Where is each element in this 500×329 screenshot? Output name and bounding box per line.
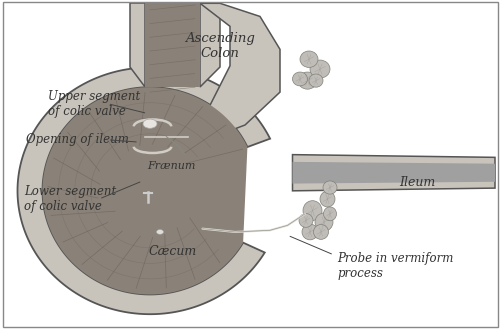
- Ellipse shape: [315, 213, 333, 231]
- Text: Frænum: Frænum: [148, 161, 196, 171]
- Text: Cæcum: Cæcum: [148, 245, 196, 258]
- Polygon shape: [200, 3, 220, 87]
- Polygon shape: [42, 87, 248, 294]
- Ellipse shape: [300, 51, 318, 67]
- Ellipse shape: [324, 207, 336, 221]
- Text: Lower segment
of colic valve: Lower segment of colic valve: [24, 185, 116, 213]
- Text: Ascending
Colon: Ascending Colon: [185, 32, 255, 60]
- Ellipse shape: [302, 224, 318, 240]
- Polygon shape: [292, 162, 495, 184]
- Circle shape: [143, 119, 157, 128]
- Circle shape: [156, 230, 164, 234]
- Polygon shape: [145, 3, 200, 87]
- Ellipse shape: [298, 72, 317, 89]
- Text: Opening of ileum: Opening of ileum: [26, 133, 130, 146]
- Text: Upper segment
of colic valve: Upper segment of colic valve: [48, 89, 140, 118]
- Polygon shape: [292, 155, 495, 191]
- Ellipse shape: [299, 214, 313, 227]
- Polygon shape: [130, 3, 145, 87]
- Text: Probe in vermiform
process: Probe in vermiform process: [338, 252, 454, 281]
- Text: Ileum: Ileum: [400, 176, 436, 189]
- Ellipse shape: [323, 181, 337, 194]
- Ellipse shape: [303, 201, 322, 220]
- Ellipse shape: [320, 191, 335, 207]
- Ellipse shape: [292, 72, 308, 86]
- Polygon shape: [18, 67, 270, 314]
- Polygon shape: [190, 3, 280, 138]
- Ellipse shape: [309, 74, 323, 87]
- Ellipse shape: [314, 224, 328, 240]
- Ellipse shape: [310, 60, 330, 78]
